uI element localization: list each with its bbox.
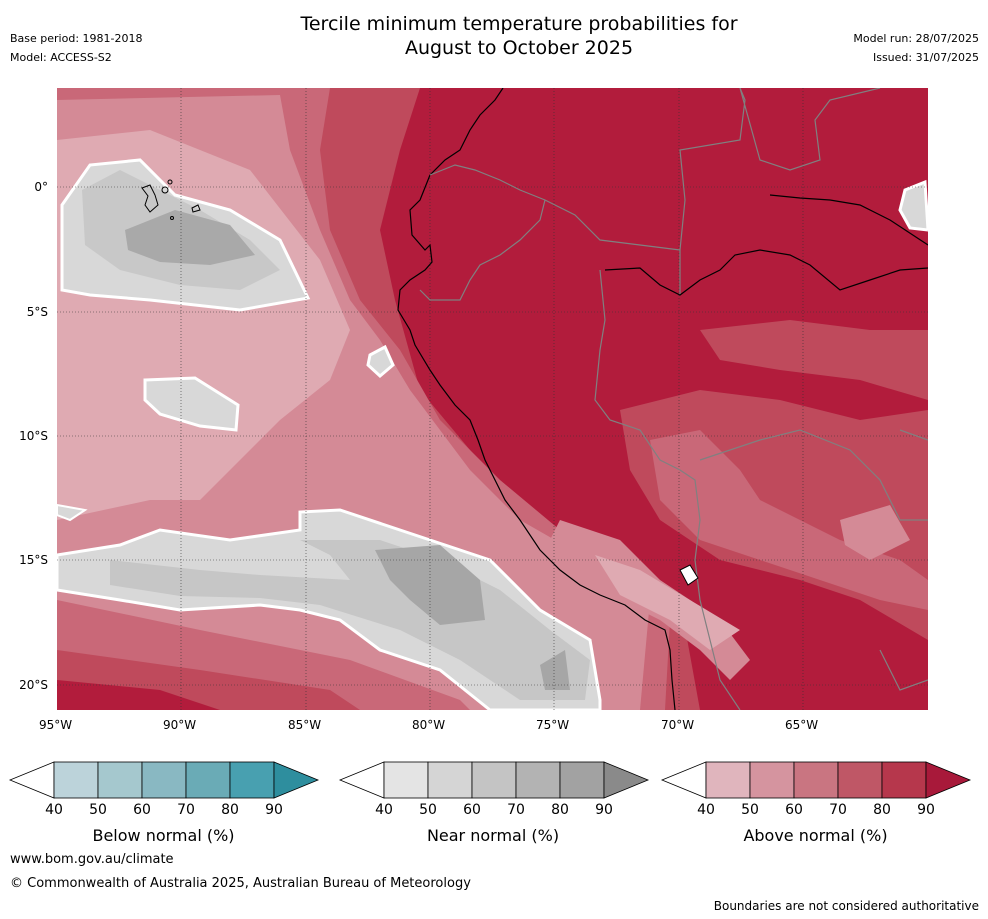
near-normal-patch-coast — [366, 344, 395, 378]
above-60-land — [840, 505, 910, 560]
colorbar-below-tick: 60 — [133, 802, 151, 818]
base-period-text: Base period: 1981-2018 — [10, 32, 143, 45]
colorbar-above-segment — [749, 761, 795, 799]
model-text: Model: ACCESS-S2 — [10, 51, 112, 64]
disclaimer-text: Boundaries are not considered authoritat… — [713, 899, 979, 913]
colorbar-near-segment — [515, 761, 561, 799]
rivers-coast — [604, 194, 928, 296]
colorbar-above-tick: 80 — [873, 802, 891, 818]
lon-label-6: 65°W — [785, 718, 819, 732]
lon-label-0: 95°W — [39, 718, 73, 732]
graticule — [57, 88, 928, 710]
colorbar-below-tick: 80 — [221, 802, 239, 818]
near-normal-east — [898, 179, 928, 232]
colorbar-near-segment — [383, 761, 429, 799]
lon-label-2: 85°W — [288, 718, 322, 732]
above-80-land-north — [700, 320, 928, 400]
country-borders — [419, 88, 928, 710]
colorbar-above-high-extend — [925, 761, 972, 799]
near-normal-south-70 — [375, 545, 485, 625]
above-50-coast — [595, 555, 740, 650]
colorbar-near-high-extend — [603, 761, 650, 799]
map-field — [57, 88, 928, 710]
colorbar-above-label: Above normal (%) — [743, 826, 888, 845]
colorbar-above-segment — [705, 761, 751, 799]
galapagos-islands — [141, 179, 201, 220]
colorbar-below-tick: 90 — [265, 802, 283, 818]
colorbar-below-high-extend — [273, 761, 320, 799]
near-normal-patch-edge — [57, 503, 88, 522]
colorbar-near-tick: 80 — [551, 802, 569, 818]
colorbar-near-label: Near normal (%) — [426, 826, 560, 845]
lon-label-1: 90°W — [163, 718, 197, 732]
colorbar-below-segment — [185, 761, 231, 799]
colorbar-below-segment — [141, 761, 187, 799]
copyright-text: © Commonwealth of Australia 2025, Austra… — [10, 876, 471, 891]
above-70-land — [650, 430, 928, 610]
colorbar-below-label: Below normal (%) — [92, 826, 235, 845]
colorbar-near-tick: 70 — [507, 802, 525, 818]
colorbar-below-segment — [97, 761, 143, 799]
colorbar-below-segment — [229, 761, 275, 799]
colorbar-near-segment — [559, 761, 605, 799]
colorbar-above-segment — [837, 761, 883, 799]
colorbar-near-tick: 60 — [463, 802, 481, 818]
colorbars — [8, 761, 972, 799]
lon-label-4: 75°W — [536, 718, 570, 732]
near-normal-south-70b — [540, 650, 570, 690]
near-normal-patch-west — [143, 376, 240, 432]
colorbar-near-tick: 40 — [375, 802, 393, 818]
lon-label-3: 80°W — [412, 718, 446, 732]
map-title-line2: August to October 2025 — [404, 37, 634, 59]
colorbar-near-low-extend — [338, 761, 385, 799]
colorbar-above-tick: 40 — [697, 802, 715, 818]
lon-label-5: 70°W — [661, 718, 695, 732]
colorbar-above-tick: 90 — [917, 802, 935, 818]
colorbar-above-tick: 50 — [741, 802, 759, 818]
website-link[interactable]: www.bom.gov.au/climate — [10, 852, 174, 867]
lat-label-4: 20°S — [19, 678, 48, 692]
near-normal-galapagos-70 — [125, 210, 255, 265]
colorbar-below-tick: 40 — [45, 802, 63, 818]
colorbar-above-segment — [793, 761, 839, 799]
colorbar-above-segment — [881, 761, 927, 799]
lat-label-3: 15°S — [19, 553, 48, 567]
lat-label-0: 0° — [34, 180, 48, 194]
issued-text: Issued: 31/07/2025 — [872, 51, 979, 64]
colorbar-below-tick: 50 — [89, 802, 107, 818]
above-90-south — [57, 680, 220, 710]
colorbar-above-low-extend — [660, 761, 707, 799]
lat-label-2: 10°S — [19, 429, 48, 443]
map-title-line1: Tercile minimum temperature probabilitie… — [300, 13, 738, 35]
map-title: Tercile minimum temperature probabilitie… — [240, 12, 798, 60]
colorbar-below-low-extend — [8, 761, 55, 799]
colorbar-near-segment — [427, 761, 473, 799]
coastline — [397, 88, 676, 710]
colorbar-below-segment — [53, 761, 99, 799]
model-run-text: Model run: 28/07/2025 — [853, 32, 979, 45]
colorbar-near-tick: 90 — [595, 802, 613, 818]
lat-label-1: 5°S — [26, 305, 48, 319]
colorbar-near-tick: 50 — [419, 802, 437, 818]
colorbar-near-segment — [471, 761, 517, 799]
colorbar-below-tick: 70 — [177, 802, 195, 818]
colorbar-above-tick: 60 — [785, 802, 803, 818]
colorbar-above-tick: 70 — [829, 802, 847, 818]
lake-titicaca-icon — [679, 564, 699, 586]
